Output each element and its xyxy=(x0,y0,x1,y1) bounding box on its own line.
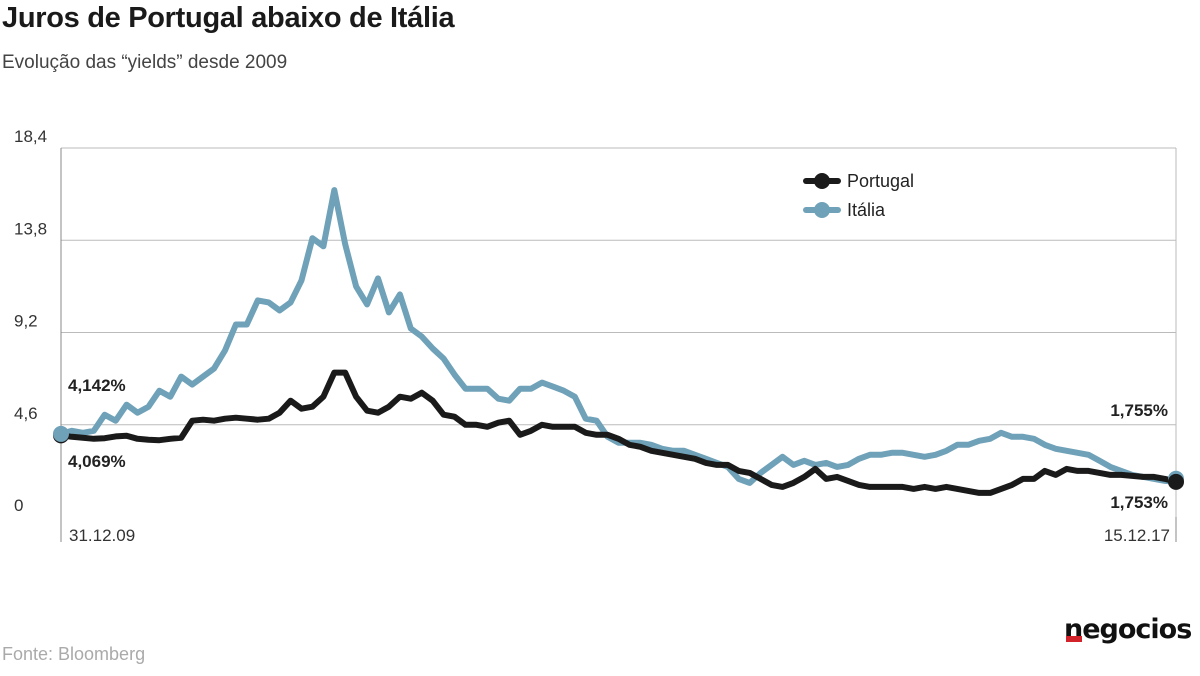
series-layer xyxy=(58,187,1179,496)
series-line-italia xyxy=(58,187,1179,486)
chart-title: Juros de Portugal abaixo de Itália xyxy=(2,2,455,34)
marker-layer xyxy=(53,425,1184,490)
marker-italia-start xyxy=(53,425,69,442)
series-line-portugal xyxy=(58,369,1179,496)
marker-portugal-end xyxy=(1168,473,1184,490)
legend-label-italia: Itália xyxy=(847,200,886,220)
y-tick-label: 18,4 xyxy=(14,127,47,146)
legend: Portugal Itália xyxy=(803,171,914,220)
y-tick-label: 9,2 xyxy=(14,312,38,331)
x-tick-label-start: 31.12.09 xyxy=(69,526,135,545)
logo-accent-bar xyxy=(1066,636,1082,642)
y-tick-label: 4,6 xyxy=(14,404,38,423)
legend-label-portugal: Portugal xyxy=(847,171,914,191)
source-note: Fonte: Bloomberg xyxy=(2,644,146,664)
legend-marker-italia xyxy=(814,202,830,218)
annotation-italia-start: 4,142% xyxy=(68,376,126,395)
annotation-portugal-start: 4,069% xyxy=(68,452,126,471)
axis-layer: 0 4,6 9,2 13,8 18,4 31.12.09 15.12.17 xyxy=(14,127,1177,545)
x-tick-label-end: 15.12.17 xyxy=(1104,526,1170,545)
grid-layer xyxy=(61,147,1177,517)
legend-marker-portugal xyxy=(814,173,830,189)
y-tick-label: 0 xyxy=(14,496,23,515)
annotation-portugal-end: 1,753% xyxy=(1110,493,1168,512)
negocios-logo: negocios xyxy=(1064,614,1192,645)
annotation-layer: 4,142% 4,069% 1,755% 1,753% xyxy=(68,376,1168,512)
chart-subtitle: Evolução das “yields” desde 2009 xyxy=(2,52,288,73)
annotation-italia-end: 1,755% xyxy=(1110,401,1168,420)
y-tick-label: 13,8 xyxy=(14,219,47,238)
